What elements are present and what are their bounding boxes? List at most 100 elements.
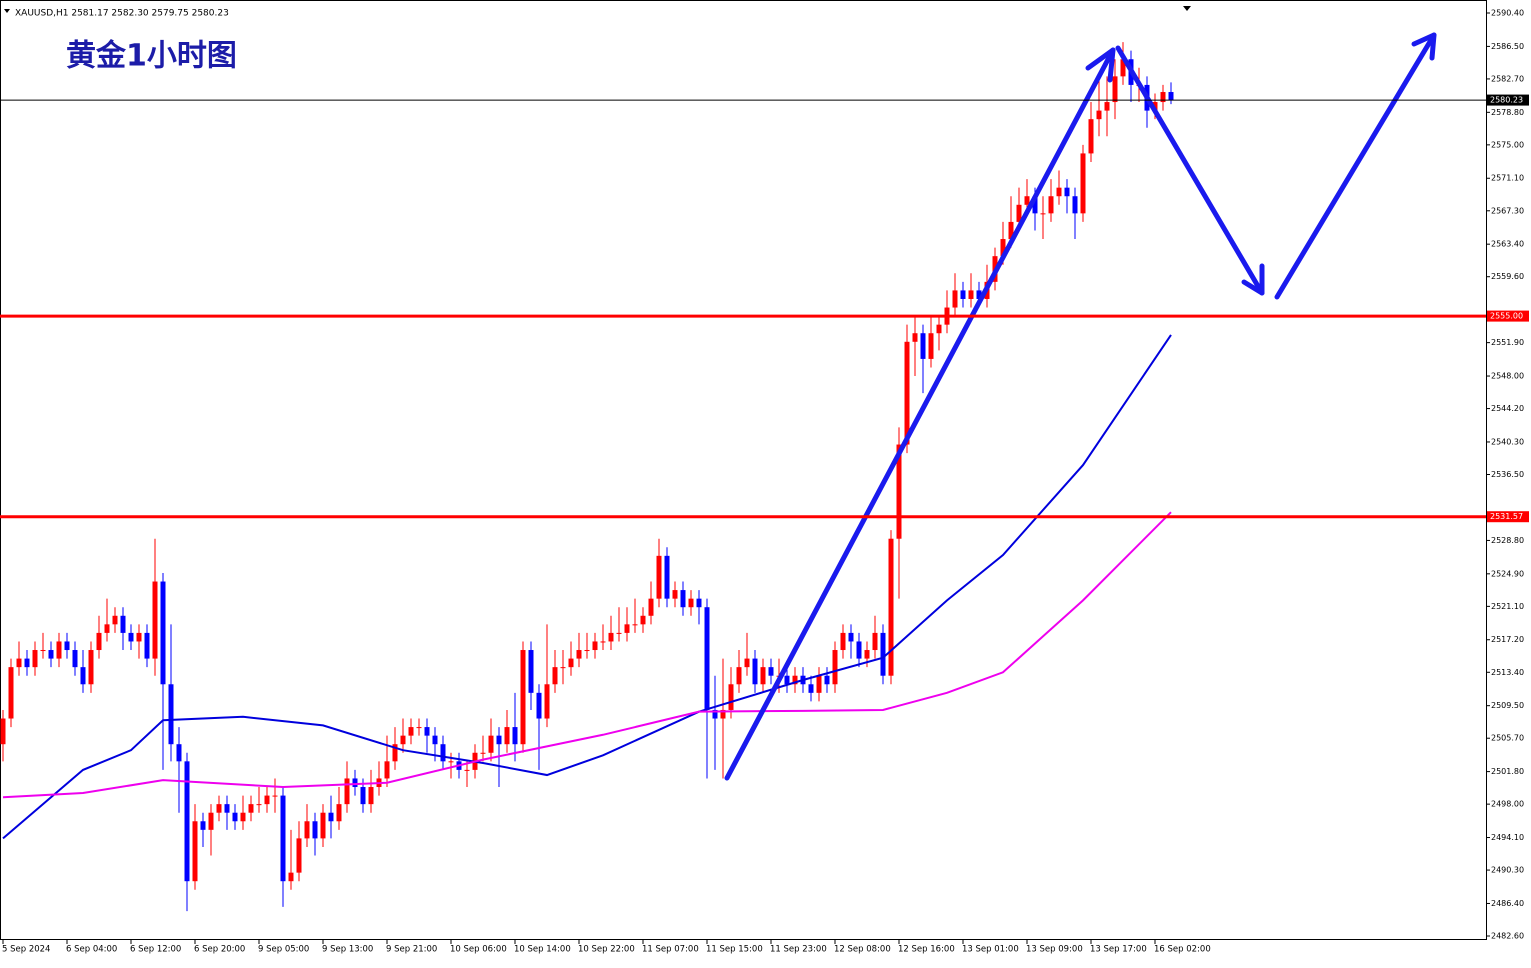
x-tick-label: 11 Sep 07:00 xyxy=(642,945,699,955)
arrow-up-1 xyxy=(724,47,1116,781)
x-tick-label: 13 Sep 09:00 xyxy=(1026,945,1083,955)
candle-body xyxy=(1120,59,1126,77)
candle-body xyxy=(1056,187,1062,197)
candle-body xyxy=(104,624,110,633)
level-tag xyxy=(1487,511,1529,523)
candle-body xyxy=(560,667,566,669)
x-tick-label: 11 Sep 15:00 xyxy=(706,945,763,955)
candle-body xyxy=(808,684,814,693)
candle-body xyxy=(680,590,686,608)
candle-body xyxy=(424,727,430,736)
candle-body xyxy=(136,632,142,642)
candle-body xyxy=(416,727,422,729)
candle-body xyxy=(120,615,126,633)
y-tick-label: 2524.90 xyxy=(1491,569,1524,578)
y-tick-label: 2586.50 xyxy=(1491,42,1524,51)
candle-body xyxy=(8,667,14,719)
candle-body xyxy=(616,632,622,634)
candle-body xyxy=(48,650,54,659)
candle-body xyxy=(80,667,86,685)
arrow-up-2 xyxy=(1274,32,1437,300)
candle-body xyxy=(496,735,502,745)
candle-body xyxy=(184,761,190,882)
level-label: 2555.00 xyxy=(1490,312,1523,321)
x-tick-label: 13 Sep 01:00 xyxy=(962,945,1019,955)
candle-body xyxy=(712,709,718,719)
candle-body xyxy=(312,821,318,839)
y-tick-label: 2521.10 xyxy=(1491,602,1524,611)
candle-body xyxy=(88,650,94,685)
candle-body xyxy=(512,727,518,745)
candle-body xyxy=(176,744,182,762)
candle-body xyxy=(464,769,470,771)
candle-body xyxy=(896,444,902,539)
arrowhead xyxy=(1241,263,1265,296)
candle-body xyxy=(408,727,414,736)
candle-body xyxy=(600,641,606,643)
candle-body xyxy=(840,632,846,651)
candle-body xyxy=(296,838,302,873)
candle-body xyxy=(744,658,750,668)
y-tick-label: 2578.80 xyxy=(1491,108,1524,117)
candle-body xyxy=(912,333,918,342)
y-tick-label: 2513.40 xyxy=(1491,668,1524,677)
candle-body xyxy=(816,675,822,693)
chart-title: 黄金1小时图 xyxy=(66,39,237,74)
candle-body xyxy=(1000,239,1006,257)
y-tick-label: 2482.60 xyxy=(1491,932,1524,941)
x-tick-label: 13 Sep 17:00 xyxy=(1090,945,1147,955)
level-label: 2580.23 xyxy=(1490,96,1523,105)
candle-body xyxy=(824,675,830,685)
y-tick-label: 2575.00 xyxy=(1491,140,1524,149)
candle-body xyxy=(880,632,886,676)
candle-body xyxy=(240,812,246,822)
y-tick-label: 2540.30 xyxy=(1491,437,1524,446)
candle-body xyxy=(920,333,926,359)
candle-body xyxy=(664,555,670,599)
candle-body xyxy=(1112,76,1118,103)
candle-body xyxy=(488,735,494,753)
candle-body xyxy=(720,709,726,719)
candle-body xyxy=(632,624,638,626)
x-tick-label: 9 Sep 13:00 xyxy=(322,945,373,955)
candle-body xyxy=(192,821,198,882)
y-tick-label: 2551.90 xyxy=(1491,338,1524,347)
arrow-down xyxy=(1115,45,1265,296)
candle-body xyxy=(400,735,406,745)
y-tick-label: 2536.50 xyxy=(1491,470,1524,479)
candle-body xyxy=(128,632,134,642)
moving-average xyxy=(2,511,1172,799)
candle-body xyxy=(160,581,166,685)
candle-body xyxy=(384,761,390,779)
candle-body xyxy=(224,804,230,813)
plot xyxy=(0,42,1174,912)
y-tick-label: 2544.20 xyxy=(1491,404,1524,413)
candle-body xyxy=(56,641,62,659)
x-tick-label: 6 Sep 12:00 xyxy=(130,945,181,955)
candle-body xyxy=(1024,196,1030,205)
header: XAUUSD,H1 2581.17 2582.30 2579.75 2580.2… xyxy=(15,9,229,19)
candle-body xyxy=(536,692,542,719)
y-tick-label: 2563.40 xyxy=(1491,240,1524,249)
candle-body xyxy=(152,581,158,659)
candle-body xyxy=(936,324,942,334)
y-tick-label: 2505.70 xyxy=(1491,734,1524,743)
y-tick-label: 2571.10 xyxy=(1491,174,1524,183)
candle-body xyxy=(624,624,630,633)
candle-body xyxy=(216,804,222,813)
candle-body xyxy=(648,598,654,616)
candle-body xyxy=(328,812,334,822)
candle-body xyxy=(752,658,758,685)
candle-body xyxy=(568,658,574,668)
candle-body xyxy=(72,650,78,668)
candle-body xyxy=(368,787,374,805)
y-tick-label: 2509.50 xyxy=(1491,701,1524,710)
candle-body xyxy=(832,650,838,685)
moving-average xyxy=(2,334,1172,840)
candle-body xyxy=(1080,153,1086,214)
candle-body xyxy=(1064,187,1070,197)
candle-body xyxy=(272,795,278,797)
candle-body xyxy=(144,632,150,659)
arrowhead xyxy=(1085,47,1116,83)
y-tick-label: 2494.10 xyxy=(1491,833,1524,842)
